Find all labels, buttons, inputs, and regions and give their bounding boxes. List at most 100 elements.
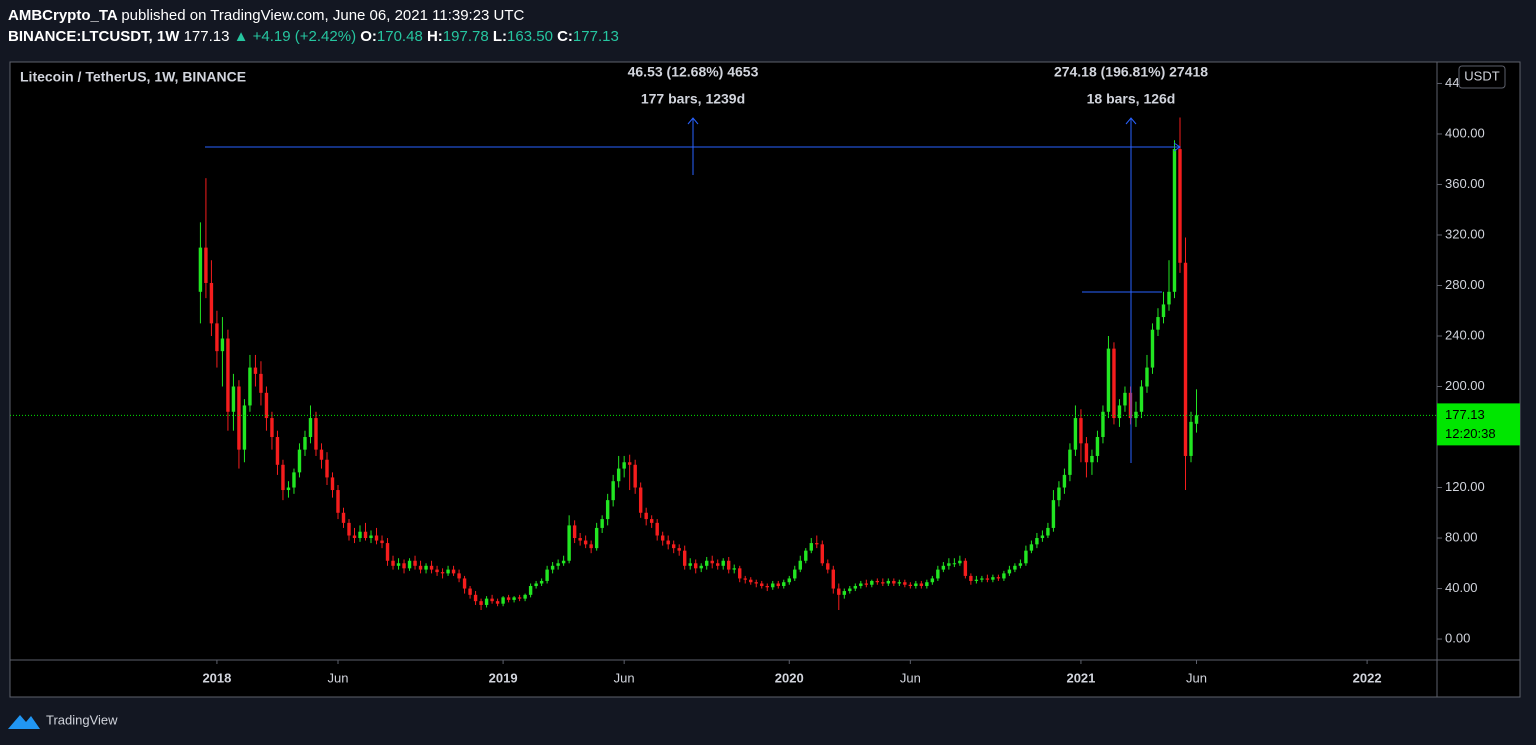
candle-body [380,540,384,544]
y-tick-label: 320.00 [1445,226,1485,241]
candle-body [919,583,924,587]
candle-body [556,563,560,566]
candle-body [1046,527,1050,536]
candle-body [837,588,841,595]
candle-body [248,367,252,406]
candle-body [369,535,373,539]
o-label: O: [360,28,377,45]
candle-body [886,580,891,584]
candle-body [1007,569,1012,574]
h-label: H: [427,28,443,45]
candle-body [484,598,489,605]
candle-body [347,522,351,536]
candle-body [517,597,522,599]
candle-body [429,565,434,570]
candle-body [204,247,208,283]
candle-body [1194,415,1199,424]
candle-body [699,565,703,569]
candle-body [870,580,874,585]
candle-body [1062,474,1067,488]
symbol: BINANCE:LTCUSDT, 1W [8,28,180,45]
y-tick-label: 400.00 [1445,125,1485,140]
candle-body [765,586,769,588]
last-price-box [1437,403,1520,446]
y-tick-label: 360.00 [1445,176,1485,191]
candle-body [440,572,445,574]
o-value: 170.48 [377,28,423,45]
candle-body [325,459,329,478]
candle-body [594,527,599,549]
candle-body [435,569,439,573]
candle-body [281,464,285,491]
candle-body [319,449,324,460]
candle-body [996,577,1001,579]
candle-body [732,568,736,570]
l-label: L: [493,28,507,45]
candle-body [738,568,742,579]
chart-title: Litecoin / TetherUS, 1W, BINANCE [20,69,246,85]
candle-body [727,560,731,570]
candle-body [974,579,979,581]
candle-body [776,583,780,587]
candle-body [666,540,670,545]
candle-body [446,569,450,574]
annotation: 46.53 (12.68%) 4653 [628,64,759,80]
candle-body [1057,487,1061,501]
candle-body [881,582,885,584]
candle-body [539,580,544,584]
candle-body [963,560,968,576]
candle-body [512,597,516,600]
candle-body [842,591,847,595]
up-arrow: ▲ [234,28,249,45]
candle-body [1106,348,1111,412]
candle-body [1183,262,1188,456]
measure-arrow [1125,117,1137,125]
candle-body [292,472,296,488]
y-tick-label: 240.00 [1445,327,1485,342]
candle-body [688,563,692,566]
candle-body [275,437,280,465]
candle-body [1101,411,1105,438]
candle-body [710,560,714,564]
header-line-1: AMBCrypto_TA published on TradingView.co… [8,7,525,24]
candle-body [226,338,230,412]
candle-body [1073,418,1078,450]
candle-body [198,247,203,292]
candle-body [952,563,957,565]
c-value: 177.13 [573,28,619,45]
candle-body [600,519,604,528]
candle-body [314,418,318,450]
candle-body [677,548,681,551]
candle-body [947,563,951,566]
candle-body [286,487,291,491]
chart-pane [9,61,1521,698]
candle-body [644,512,648,520]
candle-body [1029,544,1034,551]
candle-body [1095,437,1100,456]
candle-body [1156,317,1160,330]
x-tick-label: Jun [900,670,921,685]
candle-body [545,569,549,581]
candle-body [264,392,269,419]
candle-body [578,538,582,541]
candle-body [396,563,401,566]
annotation: 274.18 (196.81%) 27418 [1054,64,1208,80]
candle-body [572,525,577,539]
candle-body [341,512,346,523]
candle-body [1013,565,1017,570]
candle-body [1084,443,1089,463]
candle-body [567,525,571,561]
candle-body [231,386,236,412]
l-value: 163.50 [507,28,553,45]
x-tick-label: 2019 [489,670,518,685]
candle-body [242,405,247,450]
candle-body [363,531,368,539]
candle-body [605,500,610,520]
candle-body [721,560,725,566]
currency-badge[interactable] [1458,65,1506,89]
candle-body [457,573,461,579]
candle-body [633,464,637,488]
candle-body [495,601,500,604]
candle-body [798,560,802,570]
